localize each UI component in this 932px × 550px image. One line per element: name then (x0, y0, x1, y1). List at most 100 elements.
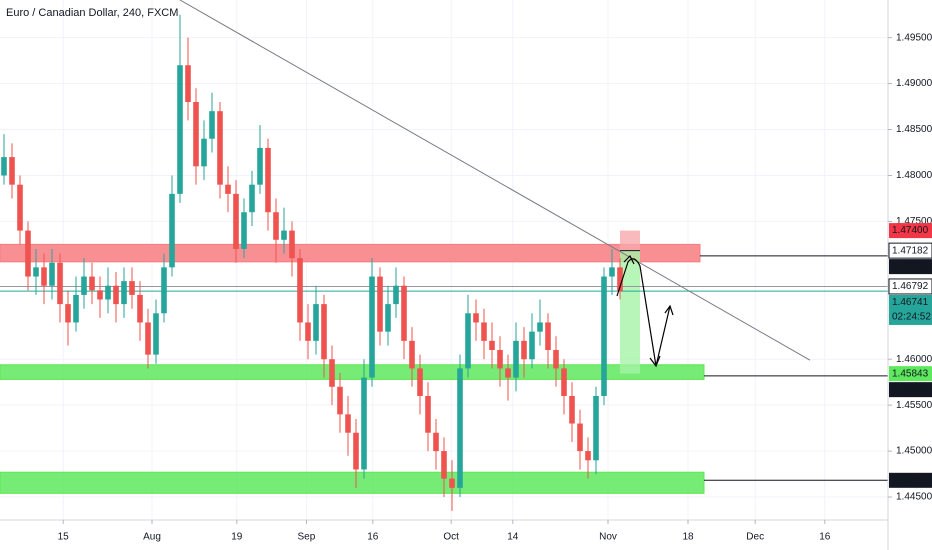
candle-body (105, 285, 111, 300)
candle-body (185, 65, 191, 102)
candle-body (337, 386, 343, 415)
candle-body (473, 313, 479, 323)
countdown: 02:24:52 (892, 312, 931, 323)
axes: 1.49500 1.49000 1.48500 1.48000 1.47500 1.460… (58, 32, 932, 543)
projection-arrow (616, 258, 657, 367)
candle-body (129, 281, 135, 295)
y-tick-label: 1.49000 (896, 78, 932, 89)
price-label-box (888, 278, 932, 295)
candle-body (89, 276, 95, 291)
candle-body (409, 340, 415, 369)
candle-body (457, 368, 463, 488)
candle-body (569, 395, 575, 424)
stop-area (620, 230, 640, 251)
x-tick-label: 16 (367, 532, 379, 543)
target-area (620, 250, 640, 374)
candle-body (305, 322, 311, 341)
plot (0, 0, 888, 511)
candle-body (561, 368, 567, 396)
candle-body (9, 157, 15, 185)
price-label: 1.47182 (892, 245, 929, 256)
candle-body (265, 147, 271, 213)
price-label-box (889, 382, 932, 398)
x-tick-label: 19 (231, 532, 243, 543)
y-tick-label: 1.47500 (896, 216, 932, 227)
price-label: 1.44682 (892, 475, 929, 486)
y-tick-label: 1.48000 (896, 170, 932, 181)
candle-body (521, 340, 527, 360)
candle-body (433, 432, 439, 452)
candle-body (81, 276, 87, 295)
candle-body (481, 322, 487, 341)
y-tick-label: 1.45500 (896, 400, 932, 411)
candle-body (601, 276, 607, 396)
candle-body (609, 267, 615, 277)
drawings (616, 254, 674, 368)
zone (0, 471, 705, 494)
candle-body (297, 258, 303, 323)
candle-body (217, 111, 223, 185)
candle-body (97, 290, 103, 300)
candle-body (73, 294, 79, 323)
arrow-head (664, 304, 674, 316)
candle-body (393, 285, 399, 305)
candle-body (585, 451, 591, 461)
candle-body (25, 230, 31, 277)
candle-body (425, 395, 431, 433)
candle-body (121, 281, 127, 305)
candle-body (401, 285, 407, 341)
candle-body (249, 184, 255, 213)
price-label-box (889, 223, 932, 239)
y-tick-label: 1.45000 (896, 446, 932, 457)
x-tick-label: Aug (143, 532, 161, 543)
price-label-box (889, 259, 932, 275)
candle-body (145, 322, 151, 355)
candle-body (313, 304, 319, 341)
y-tick-label: 1.44500 (896, 492, 932, 503)
candle-body (33, 267, 39, 277)
candle-body (321, 304, 327, 360)
x-tick-label: Sep (298, 532, 316, 543)
candle-body (241, 212, 247, 249)
candle-body (193, 101, 199, 167)
candle-body (369, 276, 375, 378)
candle-body (209, 111, 215, 139)
candle-body (65, 304, 71, 323)
candle-body (489, 340, 495, 351)
candle-body (17, 184, 23, 231)
chart-title: Euro / Canadian Dollar, 240, FXCM (6, 7, 178, 19)
candle-body (41, 267, 47, 286)
candle-body (417, 368, 423, 396)
candle-body (385, 304, 391, 332)
price-label: 1.47400 (892, 225, 929, 236)
candle-body (153, 313, 159, 355)
candle-body (233, 193, 239, 249)
candle-body (497, 350, 503, 369)
candle-body (377, 276, 383, 332)
candle-body (257, 147, 263, 185)
candle-body (505, 368, 511, 378)
price-label-box (889, 472, 932, 488)
x-tick-label: 18 (682, 532, 694, 543)
candle-body (617, 267, 623, 292)
candle-body (361, 377, 367, 470)
candle-body (49, 262, 55, 286)
x-tick-label: 14 (507, 532, 519, 543)
candle-body (577, 423, 583, 452)
projection-arrow (655, 305, 671, 367)
price-label-box (888, 242, 932, 259)
y-tick-label: 1.48500 (896, 124, 932, 135)
trendline (179, 0, 811, 361)
candle-body (545, 322, 551, 351)
candle-body (1, 157, 7, 176)
price-label: 1.45819 (892, 384, 929, 395)
candle-body (529, 331, 535, 360)
candle-body (273, 212, 279, 240)
candle-body (441, 451, 447, 479)
x-tick-label: Oct (443, 532, 459, 543)
price-label: 1.47125 (892, 261, 929, 272)
price-label-box (889, 366, 932, 382)
candle-body (57, 262, 63, 305)
y-tick-label: 1.46000 (896, 354, 932, 365)
